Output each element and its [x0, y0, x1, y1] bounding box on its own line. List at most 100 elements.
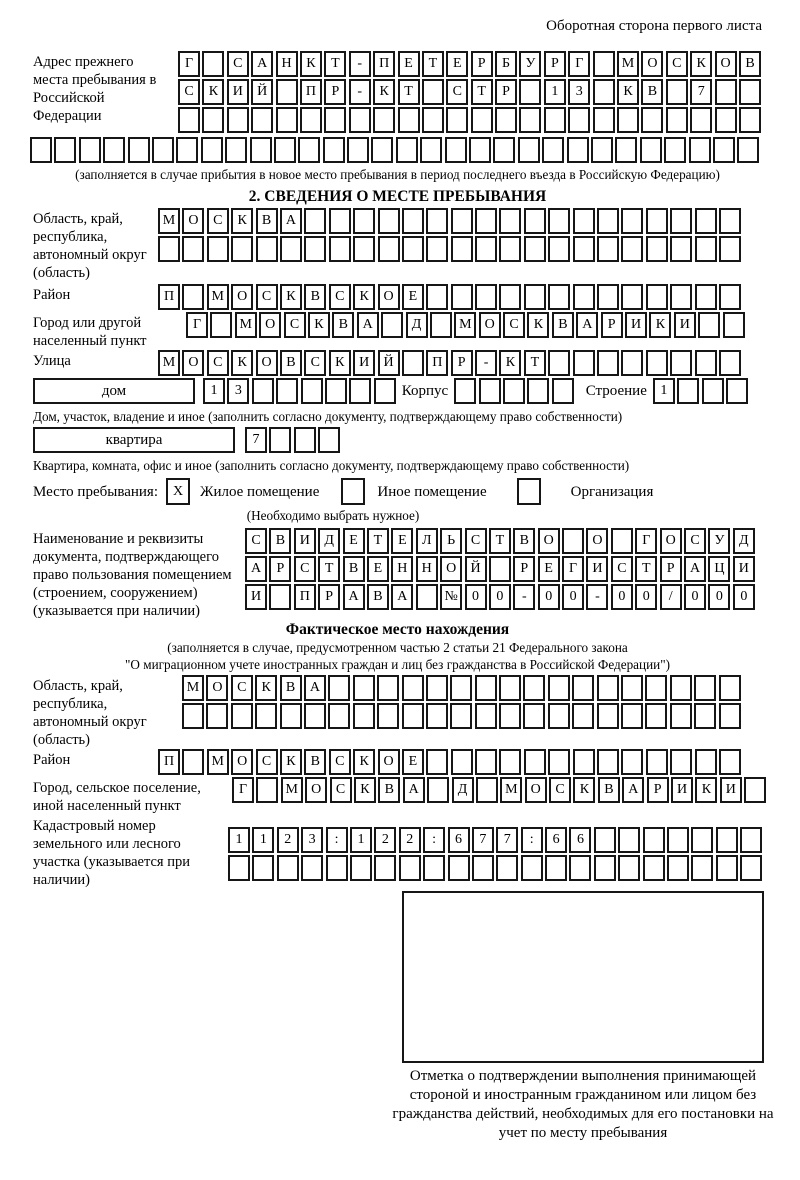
char-box: К [231, 208, 254, 234]
char-box [421, 79, 444, 105]
char-box [667, 855, 690, 881]
char-box: 2 [374, 827, 397, 853]
char-box [547, 675, 570, 701]
char-box: К [353, 284, 376, 310]
char-box [401, 236, 424, 262]
char-box: А [279, 208, 302, 234]
char-box: Р [495, 79, 518, 105]
char-box: 6 [569, 827, 592, 853]
char-box [401, 350, 424, 376]
char-box: В [279, 350, 302, 376]
char-box: В [551, 312, 574, 338]
char-box [450, 208, 473, 234]
char-box: Н [275, 51, 298, 77]
char-box [621, 208, 644, 234]
char-box: : [423, 827, 446, 853]
char-box [715, 827, 738, 853]
char-box [694, 703, 717, 729]
char-box: С [293, 556, 316, 582]
inoe-checkbox [341, 478, 366, 505]
char-box [744, 777, 767, 803]
char-box [621, 284, 644, 310]
char-box: И [226, 79, 249, 105]
ulitsa-label: Улица [33, 353, 71, 369]
char-box: В [366, 584, 389, 610]
prev-address-row-4 [30, 137, 762, 163]
char-box: О [231, 749, 254, 775]
char-box: Е [391, 528, 414, 554]
char-box [493, 137, 516, 163]
char-box [78, 137, 101, 163]
char-box [669, 703, 692, 729]
char-box [276, 378, 299, 404]
char-box: Д [732, 528, 755, 554]
char-box: О [231, 284, 254, 310]
char-box [694, 350, 717, 376]
char-box: : [325, 827, 348, 853]
char-box: О [537, 528, 560, 554]
char-box [299, 107, 322, 133]
char-box: Р [470, 51, 493, 77]
char-box: К [695, 777, 718, 803]
char-box [701, 378, 724, 404]
char-box [639, 137, 662, 163]
char-box [496, 855, 519, 881]
stamp-area: Отметка о подтверждении выполнения прини… [383, 891, 783, 1143]
char-box [694, 749, 717, 775]
char-box: 0 [610, 584, 633, 610]
char-box [621, 350, 644, 376]
char-box: Т [324, 51, 347, 77]
factual-gorod-field: Город, сельское поселение, иной населенн… [33, 777, 767, 815]
char-box [499, 284, 522, 310]
char-box [450, 749, 473, 775]
char-box: 1 [203, 378, 225, 404]
char-box: Г [232, 777, 254, 803]
char-box: О [586, 528, 609, 554]
char-box: К [231, 350, 254, 376]
char-box [273, 137, 296, 163]
char-box: 1 [252, 827, 275, 853]
char-box [301, 855, 324, 881]
char-box [426, 284, 449, 310]
char-box: Б [495, 51, 518, 77]
dom-note: Дом, участок, владение и иное (заполнить… [33, 409, 623, 424]
char-box: А [402, 777, 425, 803]
char-box [621, 675, 644, 701]
char-box: К [279, 749, 302, 775]
char-box: Е [446, 51, 469, 77]
char-box [353, 208, 376, 234]
char-box: 7 [471, 827, 494, 853]
char-box: У [519, 51, 542, 77]
char-box [151, 137, 174, 163]
char-box: И [586, 556, 609, 582]
char-box: 3 [568, 79, 591, 105]
rayon-label: Район [33, 287, 71, 303]
char-box [377, 675, 400, 701]
char-box [426, 749, 449, 775]
char-box [397, 107, 420, 133]
char-box [349, 378, 372, 404]
char-box: В [738, 51, 761, 77]
char-box: И [671, 777, 694, 803]
char-box [621, 703, 644, 729]
char-box [202, 51, 225, 77]
char-box: / [659, 584, 682, 610]
char-box: 0 [488, 584, 511, 610]
char-box [737, 137, 760, 163]
char-box [275, 107, 298, 133]
char-box [691, 855, 714, 881]
char-box: В [304, 284, 327, 310]
char-box: С [328, 284, 351, 310]
char-box [348, 107, 371, 133]
char-box [545, 855, 568, 881]
char-box [377, 236, 400, 262]
char-box [226, 107, 249, 133]
char-box: 6 [447, 827, 470, 853]
mesto-label: Место пребывания: [33, 483, 158, 500]
char-box [381, 312, 404, 338]
char-box: А [684, 556, 707, 582]
char-box [450, 703, 473, 729]
char-box: Т [397, 79, 420, 105]
char-box: К [690, 51, 713, 77]
char-box: Д [318, 528, 341, 554]
